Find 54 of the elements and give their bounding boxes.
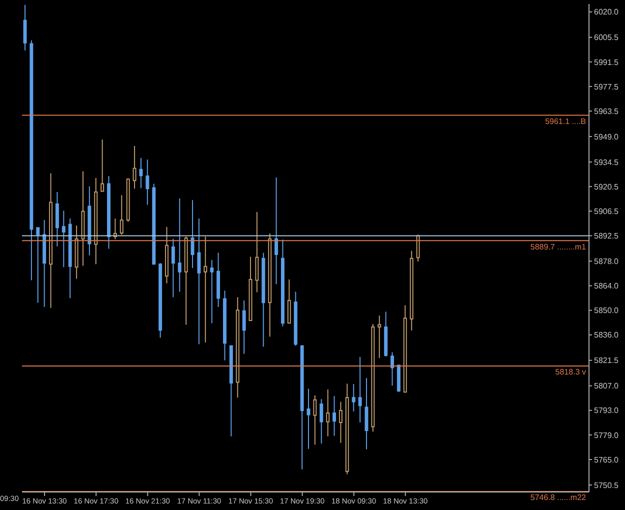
y-tick-label: 5991.5: [594, 58, 620, 67]
ref-line-label: 5961.1 ....B: [545, 116, 586, 126]
y-tick-label: 5793.0: [594, 406, 620, 416]
y-tick-label: 5949.0: [594, 132, 620, 142]
candlestick: [364, 378, 368, 450]
candlestick: [55, 192, 59, 247]
candlestick: [313, 394, 317, 446]
candlestick: [132, 146, 136, 190]
candlestick: [190, 200, 194, 269]
y-tick-label: 5977.5: [594, 82, 620, 92]
candlestick: [358, 356, 362, 423]
y-tick-label: 6020.0: [594, 8, 620, 17]
candlestick: [306, 388, 310, 450]
candlestick: [242, 300, 246, 354]
candlestick: [139, 157, 143, 189]
y-tick-label: 5892.5: [594, 232, 620, 241]
candlestick: [332, 395, 336, 436]
candlestick: [326, 388, 330, 437]
y-tick-label: 5779.0: [594, 430, 620, 440]
ref-line-label: 5889.7 ........m1: [530, 242, 587, 252]
candlestick: [390, 352, 394, 386]
candlestick: [36, 227, 40, 304]
y-tick-label: 5836.0: [594, 330, 620, 340]
candlestick: [62, 210, 66, 268]
candlestick: [287, 278, 291, 324]
candlestick: [171, 238, 175, 298]
candlestick: [274, 176, 278, 285]
y-tick-label: 5920.5: [594, 182, 620, 192]
candlestick: [197, 218, 201, 345]
candlestick: [120, 194, 124, 236]
y-tick-label: 5750.5: [594, 480, 620, 490]
y-tick-label: 5934.5: [594, 158, 620, 167]
candlestick: [338, 401, 342, 444]
y-tick-label: 5906.5: [594, 206, 620, 216]
candlestick: [146, 159, 150, 206]
candlestick: [352, 384, 356, 412]
y-tick-label: 6005.5: [594, 33, 620, 42]
candlestick: [210, 259, 214, 324]
y-tick-label: 5765.0: [594, 455, 620, 464]
y-tick-label: 5807.0: [594, 382, 620, 391]
candlestick: [204, 236, 208, 343]
ref-line-label: 5746.8 ......m22: [530, 493, 587, 502]
candlestick: [255, 212, 259, 293]
candlestick: [378, 315, 382, 359]
y-tick-label: 5963.5: [594, 106, 620, 116]
candlestick: [320, 398, 324, 444]
ref-line-label: 5818.3 v: [555, 368, 586, 377]
y-tick-label: 5821.5: [594, 356, 620, 366]
candlestick: [100, 139, 104, 192]
y-tick-label: 5850.0: [594, 306, 620, 316]
candlestick: [178, 198, 182, 292]
candlestick: [416, 234, 420, 262]
y-tick-label: 5878.0: [594, 257, 620, 266]
y-tick-label: 5864.0: [594, 282, 620, 291]
